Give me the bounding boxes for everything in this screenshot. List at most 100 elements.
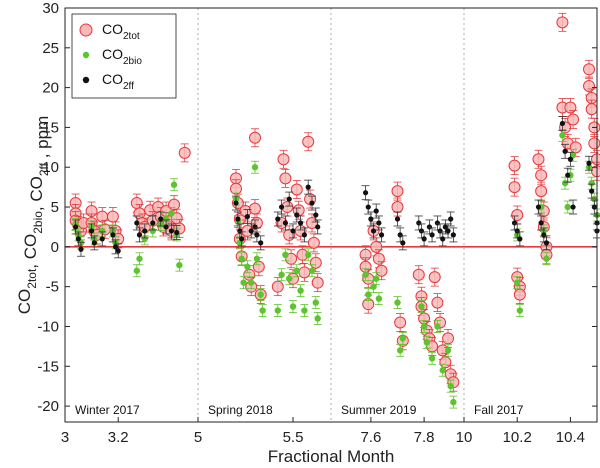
co2bio-point — [240, 279, 247, 286]
co2ff-point — [282, 220, 288, 226]
co2ff-point — [416, 220, 422, 226]
co2ff-point — [517, 236, 523, 242]
co2bio-point — [133, 267, 141, 274]
x-tick-label: 3.2 — [108, 429, 129, 446]
co2bio-point — [439, 367, 446, 374]
co2tot-point — [591, 153, 600, 166]
co2bio-point — [257, 291, 264, 298]
co2ff-point — [437, 228, 443, 234]
co2ff-point — [73, 224, 79, 230]
co2ff-point — [244, 213, 250, 220]
co2ff-point — [562, 148, 568, 154]
co2ff-point — [434, 220, 440, 226]
co2tot-point — [412, 268, 425, 281]
co2ff-point — [440, 236, 446, 242]
co2bio-point — [514, 279, 521, 286]
co2ff-point — [378, 232, 385, 238]
co2ff-point — [362, 190, 369, 196]
co2ff-point — [570, 204, 576, 210]
co2bio-point — [396, 347, 404, 354]
co2tot-point — [252, 260, 265, 273]
season-label: Winter 2017 — [75, 403, 140, 417]
co2bio-point — [559, 132, 566, 139]
co2tot-point — [567, 113, 580, 126]
y-tick-label: 15 — [42, 119, 59, 136]
co2ff-point — [298, 220, 304, 226]
co2bio-point — [564, 203, 571, 211]
co2ff-point — [565, 172, 571, 178]
co2tot-point — [535, 169, 548, 182]
co2ff-point — [514, 228, 520, 234]
co2tot-point — [511, 209, 524, 221]
co2tot-point — [532, 153, 545, 166]
co2tot-point — [513, 288, 526, 301]
co2bio-point — [394, 299, 401, 306]
co2bio-point — [434, 323, 441, 330]
co2bio-point — [312, 299, 319, 306]
co2bio-point — [418, 303, 425, 310]
co2ff-point — [254, 232, 260, 238]
co2ff-point — [99, 236, 105, 242]
co2tot-point — [298, 266, 311, 279]
co2ff-point — [233, 200, 239, 206]
y-tick-label: 25 — [42, 40, 59, 57]
co2bio-point — [162, 215, 170, 223]
y-tick-label: -20 — [37, 398, 59, 415]
co2ff-point — [450, 232, 456, 238]
co2bio-point — [248, 279, 255, 286]
co2bio-point — [420, 323, 428, 330]
co2bio-point — [444, 347, 452, 354]
co2bio-point — [428, 355, 436, 362]
co2ff-point — [445, 228, 451, 234]
legend-entry: CO2bio — [102, 46, 142, 67]
legend-marker — [82, 76, 90, 84]
co2ff-point — [112, 244, 119, 250]
y-tick-label: 5 — [51, 199, 59, 216]
co2ff-point — [421, 236, 427, 242]
co2tot-point — [309, 256, 322, 269]
season-label: Spring 2018 — [208, 403, 273, 417]
co2ff-point — [373, 208, 379, 214]
y-tick-label: 30 — [42, 0, 59, 17]
co2tot-point — [311, 276, 324, 289]
co2tot-point — [168, 198, 181, 211]
co2tot-point — [249, 202, 261, 215]
co2bio-point — [305, 251, 312, 259]
co2ff-point — [448, 216, 454, 222]
y-tick-label: -10 — [37, 318, 59, 335]
co2tot-point — [564, 101, 577, 114]
x-axis-label: Fractional Month — [268, 447, 395, 466]
co2ff-point — [275, 216, 281, 222]
legend-entry: CO2ff — [102, 71, 134, 92]
co2tot-point — [290, 183, 303, 196]
co2ff-point — [315, 224, 321, 230]
co2bio-point — [569, 152, 577, 159]
co2tot-point — [535, 185, 548, 198]
plot-frame — [64, 7, 598, 423]
co2ff-point — [110, 232, 116, 238]
co2ff-point — [136, 232, 143, 238]
co2tot-point — [302, 135, 315, 148]
co2bio-point — [170, 181, 178, 188]
co2ff-point — [559, 120, 566, 127]
co2bio-point — [251, 164, 259, 171]
co2ff-point — [313, 212, 319, 218]
co2tot-point — [569, 141, 582, 154]
x-tick-label: 10 — [456, 429, 473, 446]
co2ff-point — [586, 160, 592, 166]
co2bio-point — [375, 295, 383, 302]
legend-marker-co2tot — [79, 23, 93, 37]
co2tot-point — [508, 159, 521, 172]
co2tot-point — [588, 137, 600, 150]
co2ff-point — [168, 228, 174, 234]
co2bio-point — [588, 179, 595, 187]
co2bio-point — [282, 251, 289, 259]
x-tick-label: 10.4 — [556, 429, 585, 446]
co2ff-point — [309, 200, 315, 206]
co2ff-point — [286, 196, 292, 202]
co2tot-point — [556, 16, 569, 29]
co2ff-point — [397, 232, 403, 238]
co2ff-point — [429, 232, 435, 238]
co2ff-point — [115, 248, 121, 254]
x-tick-label: 3 — [61, 429, 69, 446]
